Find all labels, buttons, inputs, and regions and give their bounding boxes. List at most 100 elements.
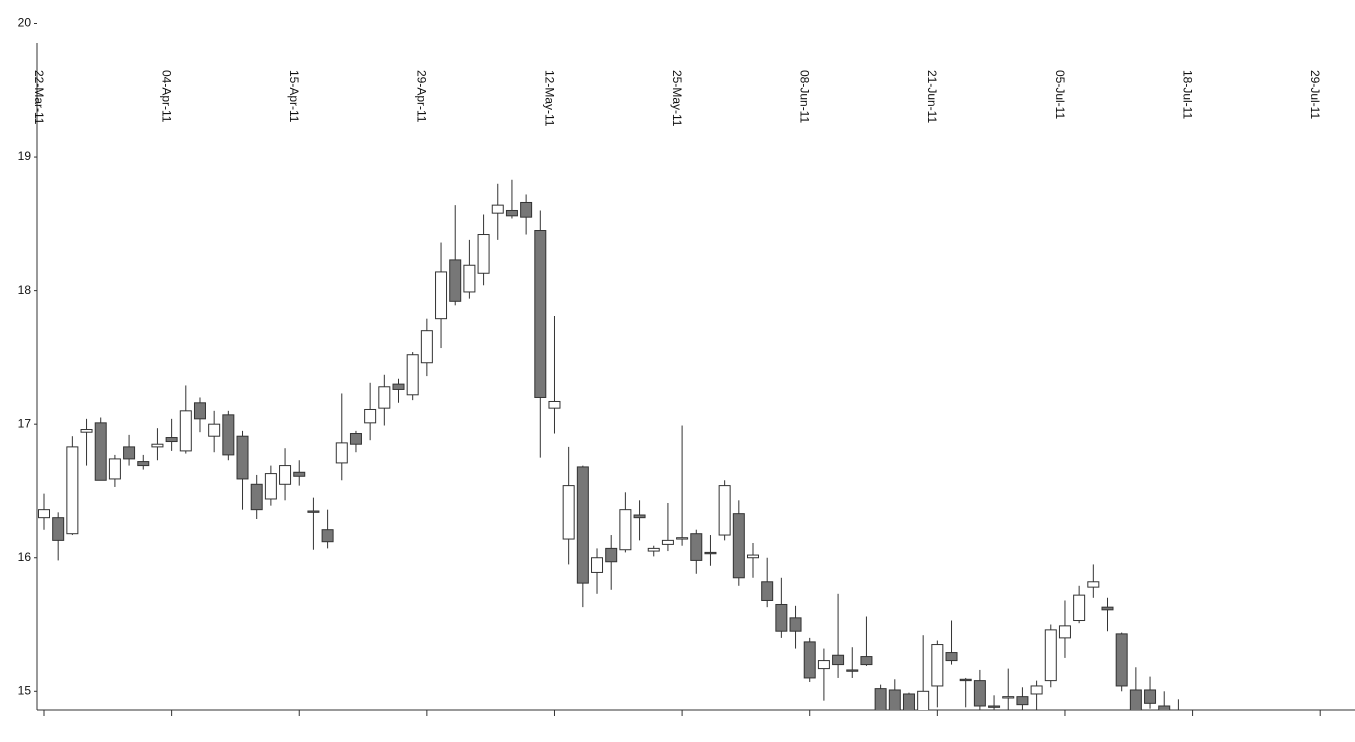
candle-body	[279, 465, 292, 485]
candle-body	[123, 446, 136, 460]
candle-body	[874, 688, 887, 710]
candle-body	[321, 529, 334, 543]
candle-body	[208, 423, 221, 437]
y-tick-label: 15	[18, 683, 32, 697]
candle-body	[378, 386, 391, 409]
x-tick-label: 29-Jul-11	[1308, 70, 1322, 119]
candle-body	[80, 429, 93, 433]
candle-body	[988, 705, 1001, 708]
candle-body	[775, 603, 788, 632]
candle-body	[945, 652, 958, 662]
candle-body	[236, 435, 249, 480]
candle-body	[931, 644, 944, 687]
candle-body	[548, 400, 561, 409]
candle-body	[505, 209, 518, 217]
candle-body	[293, 471, 306, 477]
candle-body	[959, 678, 972, 682]
candle-body	[193, 402, 206, 420]
candle-body	[690, 533, 703, 561]
candle-body	[619, 509, 632, 551]
candle-body	[718, 485, 731, 536]
candle-body	[661, 539, 674, 545]
candle-body	[917, 690, 930, 710]
x-tick-label: 04-Apr-11	[159, 70, 173, 123]
candle-body	[747, 554, 759, 559]
candle-body	[846, 669, 859, 672]
candle-body	[520, 201, 533, 218]
candle-body	[349, 433, 362, 445]
candle-body	[1144, 689, 1157, 704]
candle-body	[1101, 606, 1114, 611]
candle-body	[449, 259, 462, 302]
candle-body	[1044, 629, 1057, 682]
plot-area	[38, 179, 1184, 716]
candle-body	[789, 617, 802, 632]
candle-body	[94, 422, 107, 481]
candle-body	[364, 408, 377, 424]
candle-body	[1016, 696, 1029, 706]
candle-body	[222, 414, 235, 456]
candle-body	[973, 680, 986, 707]
candle-body	[605, 547, 618, 563]
x-tick-label: 21-Jun-11	[925, 70, 939, 123]
candle-body	[264, 473, 277, 500]
candle-body	[435, 271, 448, 320]
candle-body	[633, 514, 646, 519]
candle-body	[420, 330, 433, 364]
candle-body	[307, 510, 320, 513]
candle-body	[1087, 581, 1100, 588]
candle-body	[1115, 633, 1128, 687]
candle-body	[179, 410, 192, 452]
candle-body	[406, 354, 419, 396]
y-tick-label: 17	[18, 416, 32, 430]
candle-body	[151, 443, 164, 448]
candle-body	[732, 513, 745, 579]
candle-body	[1030, 685, 1043, 695]
y-tick-label: 20	[18, 16, 32, 30]
candle-body	[463, 264, 476, 293]
candle-body	[1002, 696, 1015, 699]
candle-body	[534, 230, 547, 398]
candle-body	[761, 581, 774, 601]
y-tick-label: 19	[18, 149, 32, 163]
candle-body	[491, 204, 504, 214]
x-tick-label: 18-Jul-11	[1180, 70, 1194, 119]
x-tick-label: 05-Jul-11	[1053, 70, 1067, 119]
candle-body	[250, 483, 263, 511]
candle-body	[832, 654, 845, 666]
candle-body	[392, 383, 405, 390]
candle-body	[66, 446, 79, 535]
candle-body	[1158, 705, 1171, 710]
candle-body	[1073, 594, 1086, 622]
candle-body	[704, 551, 717, 555]
candle-body	[335, 442, 348, 464]
x-tick-label: 08-Jun-11	[798, 70, 812, 123]
candle-body	[562, 485, 575, 540]
candle-body	[477, 234, 490, 274]
candle-body	[591, 557, 604, 573]
candle-body	[38, 509, 50, 519]
candle-body	[860, 656, 873, 666]
candle-body	[888, 689, 901, 710]
candle-body	[817, 660, 830, 670]
candle-body	[676, 537, 689, 540]
candle-body	[108, 458, 121, 480]
y-tick-label: 16	[18, 550, 32, 564]
candle-body	[803, 641, 816, 679]
candle-body	[1058, 625, 1071, 639]
candle-body	[165, 437, 178, 443]
x-tick-label: 15-Apr-11	[287, 70, 301, 123]
x-tick-label: 29-Apr-11	[415, 70, 429, 123]
candle-body	[647, 547, 660, 552]
x-tick-label: 25-May-11	[670, 70, 684, 127]
candle-body	[137, 461, 150, 467]
candle-body	[1173, 713, 1184, 716]
candle-body	[902, 693, 915, 710]
x-tick-label: 12-May-11	[542, 70, 556, 127]
candle-body	[52, 517, 65, 541]
x-tick-label: 22-Mar-11	[32, 70, 46, 125]
candle-body	[1129, 689, 1142, 710]
candle-body	[576, 466, 589, 584]
y-tick-label: 18	[18, 283, 32, 297]
